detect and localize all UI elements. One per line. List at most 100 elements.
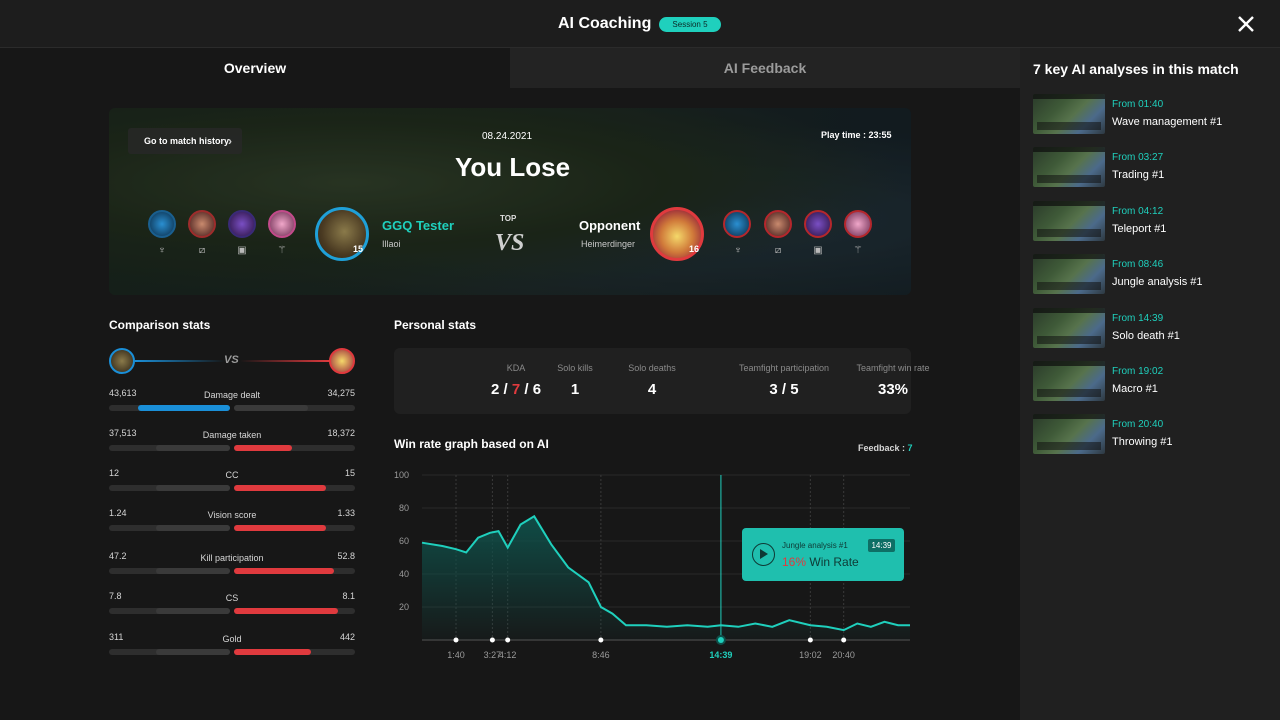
x-tick-label: 4:12 bbox=[499, 650, 517, 660]
key-analyses-title: 7 key AI analyses in this match bbox=[1033, 61, 1239, 77]
player-mini-avatar bbox=[109, 348, 135, 374]
analysis-item[interactable]: From 20:40 Throwing #1 bbox=[1033, 414, 1273, 455]
close-button[interactable] bbox=[1234, 12, 1258, 36]
inspiration-icon: ▣ bbox=[813, 245, 823, 256]
analysis-time: From 14:39 bbox=[1112, 312, 1164, 324]
marker-dot bbox=[717, 637, 724, 643]
x-tick-label: 3:27 bbox=[484, 650, 502, 660]
comparison-vs-label: VS bbox=[224, 354, 239, 366]
opponent-rune-icon bbox=[844, 210, 872, 238]
analysis-title: Throwing #1 bbox=[1112, 436, 1173, 449]
analysis-thumbnail bbox=[1033, 414, 1105, 455]
comparison-row: 311 Gold 442 bbox=[109, 632, 355, 662]
analysis-time: From 20:40 bbox=[1112, 419, 1164, 431]
player-level: 15 bbox=[352, 244, 363, 254]
analysis-item[interactable]: From 03:27 Trading #1 bbox=[1033, 147, 1273, 188]
precision-icon: ⧄ bbox=[198, 245, 206, 256]
inspiration-icon: ▣ bbox=[237, 245, 247, 256]
stat-left-value: 43,613 bbox=[109, 388, 137, 398]
match-banner: Go to match history › 08.24.2021 You Los… bbox=[109, 108, 911, 295]
lane-label: TOP bbox=[500, 214, 517, 223]
vs-label: VS bbox=[495, 230, 525, 256]
winrate-graph-title: Win rate graph based on AI bbox=[394, 437, 549, 451]
stat-bar-left bbox=[109, 485, 230, 491]
winrate-area bbox=[422, 516, 910, 640]
comparison-row: 37,513 Damage taken 18,372 bbox=[109, 428, 355, 458]
analysis-thumbnail bbox=[1033, 94, 1105, 134]
tooltip-time-badge: 14:39 bbox=[868, 539, 895, 552]
stat-right-value: 1.33 bbox=[337, 508, 355, 518]
marker-dot bbox=[453, 637, 459, 643]
opponent-rune-icon bbox=[804, 210, 832, 238]
solo-kills-stat: Solo kills 1 bbox=[557, 363, 593, 398]
analysis-tooltip-card[interactable]: Jungle analysis #1 14:39 16% Win Rate bbox=[742, 528, 904, 581]
x-tick-label: 14:39 bbox=[709, 650, 732, 660]
tab-ai-feedback[interactable]: AI Feedback bbox=[510, 48, 1020, 88]
tab-overview[interactable]: Overview bbox=[0, 48, 510, 88]
analysis-time: From 01:40 bbox=[1112, 99, 1164, 110]
marker-dot bbox=[505, 637, 511, 643]
player-rune-icon bbox=[228, 210, 256, 238]
session-badge: Session 5 bbox=[659, 17, 721, 32]
stat-label: Gold bbox=[222, 634, 242, 644]
marker-dot bbox=[598, 637, 604, 643]
analysis-thumbnail bbox=[1033, 254, 1105, 295]
opponent-champion-avatar bbox=[650, 207, 704, 261]
comparison-row: 47.2 Kill participation 52.8 bbox=[109, 551, 355, 581]
marker-dot bbox=[489, 637, 495, 643]
analysis-item[interactable]: From 04:12 Teleport #1 bbox=[1033, 200, 1273, 241]
analysis-item[interactable]: From 01:40 Wave management #1 bbox=[1033, 94, 1273, 134]
stat-label: Kill participation bbox=[200, 553, 264, 563]
resolve-icon: ♆ bbox=[158, 245, 166, 256]
analysis-time: From 19:02 bbox=[1112, 366, 1164, 377]
stat-right-value: 8.1 bbox=[342, 591, 355, 601]
stat-bar-left bbox=[109, 405, 230, 411]
analysis-item[interactable]: From 08:46 Jungle analysis #1 bbox=[1033, 254, 1273, 295]
x-tick-label: 19:02 bbox=[799, 650, 822, 660]
sorcery-icon: ⚚ bbox=[853, 245, 863, 256]
stat-label: Damage dealt bbox=[203, 390, 261, 400]
y-tick-label: 60 bbox=[399, 536, 409, 546]
opponent-level: 16 bbox=[688, 244, 699, 254]
y-tick-label: 100 bbox=[394, 470, 409, 480]
y-tick-label: 80 bbox=[399, 503, 409, 513]
opponent-rune-icon bbox=[723, 210, 751, 238]
stat-right-value: 15 bbox=[344, 468, 355, 478]
stat-left-value: 37,513 bbox=[109, 428, 137, 438]
kda-value: 2 / 7 / 6 bbox=[490, 381, 542, 398]
sorcery-icon: ⚚ bbox=[277, 245, 287, 256]
resolve-icon: ♆ bbox=[734, 245, 742, 256]
stat-left-value: 47.2 bbox=[109, 551, 127, 561]
stat-left-value: 7.8 bbox=[109, 591, 122, 601]
opponent-mini-avatar bbox=[329, 348, 355, 374]
teamfight-winrate-stat: Teamfight win rate 33% bbox=[856, 363, 930, 398]
stat-bar-left bbox=[109, 649, 230, 655]
x-tick-label: 20:40 bbox=[832, 650, 855, 660]
close-icon bbox=[1238, 16, 1254, 32]
solo-deaths-stat: Solo deaths 4 bbox=[628, 363, 676, 398]
analysis-thumbnail bbox=[1033, 361, 1105, 401]
analysis-title: Jungle analysis #1 bbox=[1112, 276, 1203, 289]
analysis-thumbnail bbox=[1033, 147, 1105, 188]
analysis-item[interactable]: From 14:39 Solo death #1 bbox=[1033, 307, 1273, 348]
stat-bar-left bbox=[109, 568, 230, 574]
stat-bar-left bbox=[109, 445, 230, 451]
analysis-title: Solo death #1 bbox=[1112, 329, 1180, 342]
play-time: Play time : 23:55 bbox=[821, 130, 892, 140]
stat-bar-right bbox=[234, 568, 355, 574]
stat-right-value: 18,372 bbox=[327, 428, 355, 438]
play-icon[interactable] bbox=[752, 543, 775, 566]
tooltip-winrate: 16% Win Rate bbox=[782, 555, 859, 569]
analysis-time: From 03:27 bbox=[1112, 152, 1164, 164]
opponent-name: Opponent bbox=[579, 218, 641, 233]
stat-right-value: 34,275 bbox=[327, 388, 355, 398]
stat-left-value: 1.24 bbox=[109, 508, 127, 518]
top-bar: AI Coaching Session 5 bbox=[0, 0, 1280, 48]
match-history-button[interactable]: Go to match history › bbox=[128, 128, 242, 154]
analysis-item[interactable]: From 19:02 Macro #1 bbox=[1033, 361, 1273, 401]
personal-stats-title: Personal stats bbox=[394, 318, 477, 332]
stat-label: Damage taken bbox=[202, 430, 262, 440]
comparison-stats-title: Comparison stats bbox=[109, 318, 211, 332]
match-date: 08.24.2021 bbox=[482, 131, 533, 142]
player-rune-icon bbox=[148, 210, 176, 238]
